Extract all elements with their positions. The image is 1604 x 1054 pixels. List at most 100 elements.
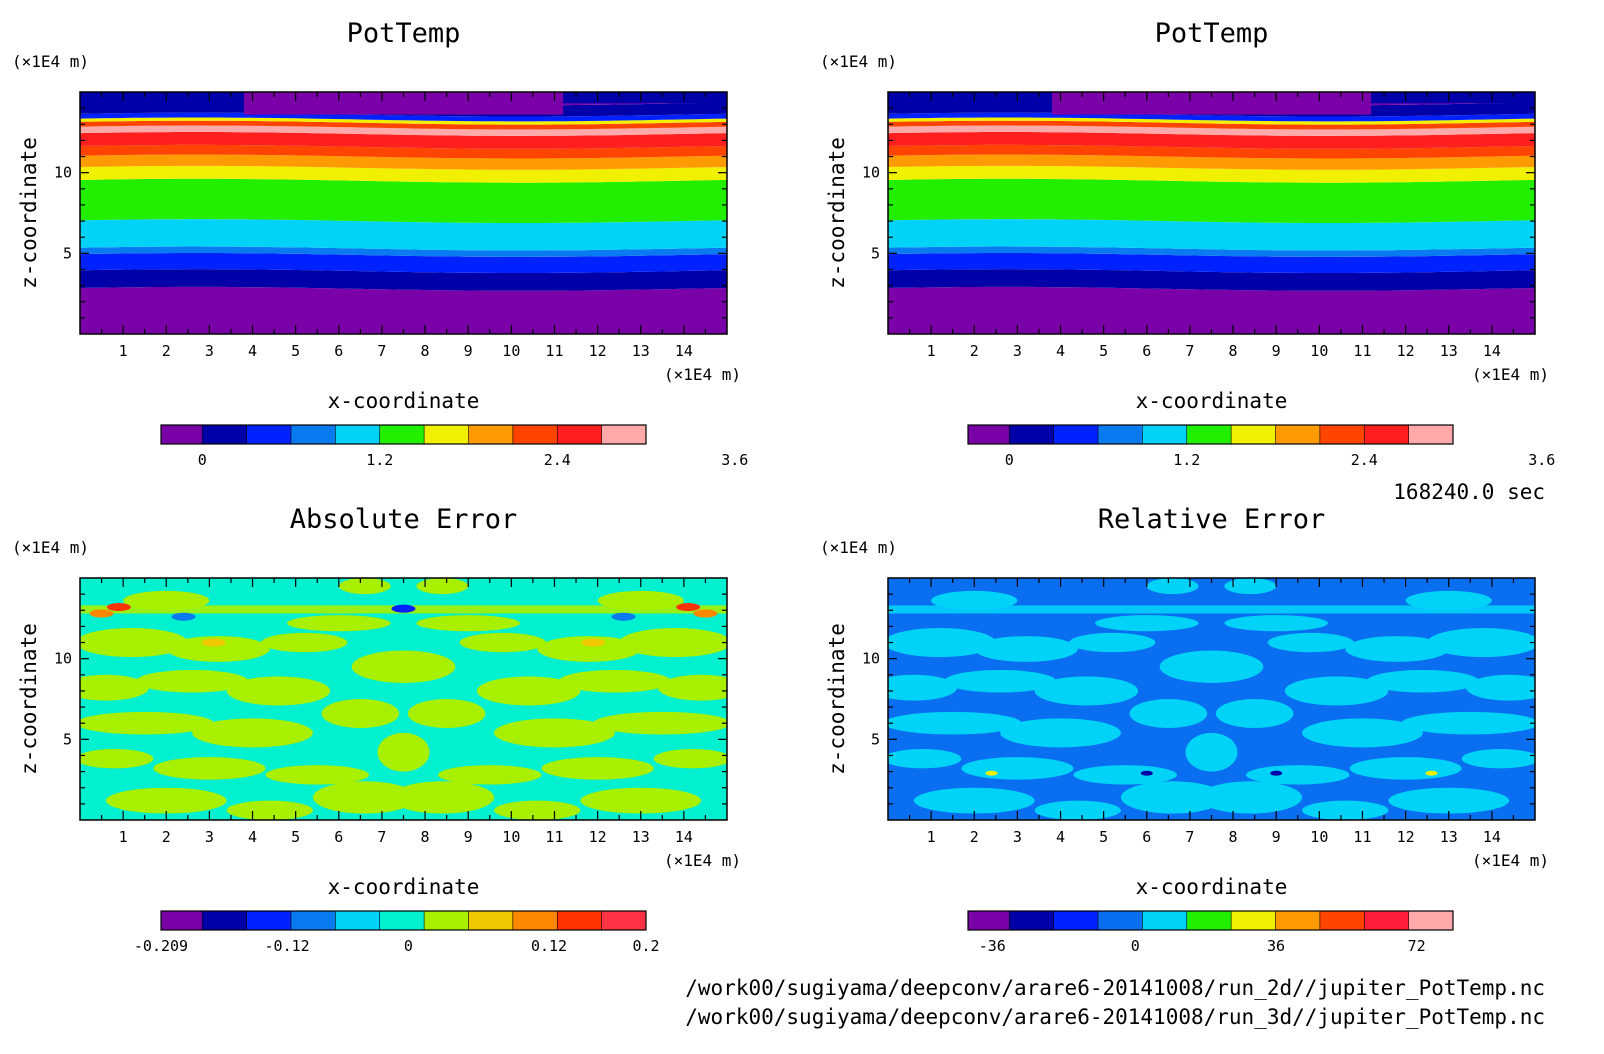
colorbar: 0 1.2 2.4 3.6 (160, 424, 748, 469)
contour-field (888, 578, 1535, 820)
x-tick-label: 13 (632, 828, 650, 846)
contour-blob (931, 590, 1018, 611)
contour-feature (106, 603, 131, 612)
contour-blob (913, 787, 1035, 814)
colorbar-swatch (1275, 425, 1321, 444)
contour-band (80, 132, 727, 149)
contour-band (80, 144, 727, 159)
x-tick-label: 7 (1185, 342, 1194, 360)
colorbar-swatch (379, 425, 425, 444)
contour-blob (338, 578, 391, 595)
contour-band (80, 117, 727, 125)
contour-blob (593, 711, 727, 735)
y-unit-label: (×1E4 m) (12, 538, 89, 557)
colorbar-swatch (1186, 911, 1232, 930)
x-tick-label: 4 (1056, 342, 1065, 360)
x-tick-label: 7 (1185, 828, 1194, 846)
contour-blob (1000, 718, 1121, 748)
contour-blob (1120, 781, 1225, 814)
contour-blob (1427, 628, 1535, 658)
colorbar-swatch (968, 911, 1010, 930)
x-tick-label: 9 (464, 828, 473, 846)
contour-blob (80, 711, 214, 735)
contour-band (1051, 92, 1372, 115)
contour-blob (888, 628, 996, 658)
contour-blob (1284, 676, 1389, 706)
contour-blob (166, 636, 270, 662)
colorbar-frame (967, 424, 1454, 445)
colorbar-tick-label: -0.12 (265, 937, 310, 955)
x-tick-label: 1 (927, 828, 936, 846)
x-tick-label: 12 (589, 342, 607, 360)
time-label: 168240.0 sec (1393, 480, 1545, 504)
file-path-2: /work00/sugiyama/deepconv/arare6-2014100… (685, 1005, 1545, 1029)
y-tick-label: 10 (54, 650, 72, 668)
contour-blob (1246, 765, 1350, 785)
contour-blob (265, 765, 369, 785)
contour-blob (1185, 732, 1238, 772)
x-tick-label: 3 (1013, 828, 1022, 846)
x-tick-label: 6 (334, 342, 343, 360)
contour-blob (541, 757, 654, 780)
colorbar-swatch (1408, 911, 1454, 930)
colorbar-frame (160, 424, 647, 445)
colorbar-tick-label: 36 (1267, 937, 1285, 955)
contour-band (80, 178, 727, 223)
contour-feature (693, 609, 718, 618)
contour-feature (985, 770, 998, 776)
x-tick-label: 1 (119, 828, 128, 846)
y-unit-label: (×1E4 m) (820, 52, 897, 71)
x-tick-label: 2 (970, 828, 979, 846)
x-tick-label: 14 (675, 342, 693, 360)
colorbar-swatch (1231, 425, 1276, 444)
x-tick-label: 8 (1229, 828, 1238, 846)
x-tick-label: 5 (1099, 828, 1108, 846)
contour-band (888, 132, 1535, 149)
contour-blob (1159, 650, 1264, 683)
colorbar-swatch (1364, 425, 1410, 444)
colorbar-swatch (246, 911, 292, 930)
contour-blob (1405, 590, 1492, 611)
contour-blob (1366, 669, 1479, 693)
file-path-1: /work00/sugiyama/deepconv/arare6-2014100… (685, 976, 1545, 1000)
contour-band (888, 246, 1535, 257)
contour-blob (192, 718, 313, 748)
contour-band (888, 178, 1535, 223)
colorbar-swatch (468, 911, 514, 930)
contour-blob (1198, 781, 1303, 814)
y-axis-label: z-coordinate (17, 137, 41, 289)
contour-feature (89, 609, 114, 618)
contour-band (80, 269, 727, 291)
contour-band (888, 92, 1052, 104)
contour-blob (1302, 718, 1423, 748)
contour-blob (438, 765, 542, 785)
colorbar-tick-label: 0 (404, 937, 413, 955)
contour-band (888, 269, 1535, 291)
contour-blob (351, 650, 456, 683)
colorbar: -0.209 -0.12 0 0.12 0.2 (134, 910, 660, 955)
y-axis-label: z-coordinate (17, 623, 41, 775)
colorbar-swatch (1009, 911, 1055, 930)
contour-band (243, 92, 564, 115)
contour-feature (1140, 770, 1153, 776)
x-unit-label: (×1E4 m) (664, 365, 741, 384)
contour-blob (390, 781, 495, 814)
contour-blob (1129, 699, 1208, 729)
contour-strip (888, 605, 1535, 614)
x-tick-label: 8 (421, 828, 430, 846)
contour-blob (416, 578, 469, 595)
colorbar-tick-label: -0.209 (134, 937, 188, 955)
contour-blob (1095, 615, 1199, 632)
y-tick-label: 5 (871, 244, 880, 262)
colorbar-tick-label: 0.2 (632, 937, 659, 955)
contour-blob (153, 757, 266, 780)
contour-band (888, 112, 1535, 122)
y-tick-label: 5 (63, 730, 72, 748)
colorbar-tick-label: 0.12 (531, 937, 567, 955)
colorbar-swatch (512, 425, 558, 444)
y-tick-label: 10 (54, 164, 72, 182)
contour-blob (416, 615, 520, 632)
colorbar-swatch (601, 911, 647, 930)
colorbar-tick-label: 2.4 (544, 451, 571, 469)
contour-blob (1034, 676, 1139, 706)
